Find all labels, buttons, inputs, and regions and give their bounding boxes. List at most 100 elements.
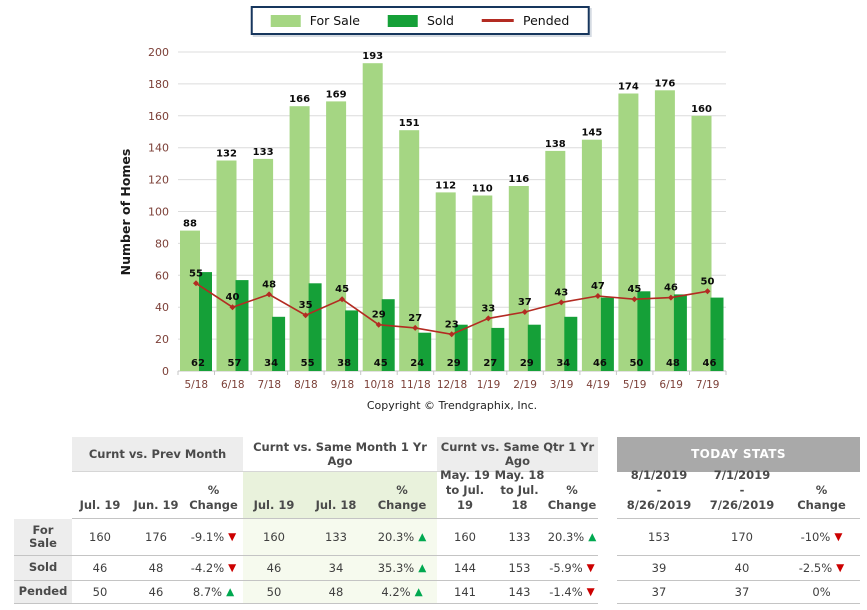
table-cell: 133 (305, 519, 367, 556)
svg-text:138: 138 (545, 139, 566, 150)
svg-text:132: 132 (216, 149, 237, 160)
svg-text:50: 50 (701, 276, 715, 287)
svg-text:45: 45 (335, 284, 349, 295)
table-gap (598, 581, 617, 604)
table-cell: 153 (617, 519, 701, 556)
svg-text:7/19: 7/19 (696, 379, 720, 391)
svg-text:35: 35 (299, 300, 313, 311)
table-cell: 153 (493, 556, 546, 581)
svg-text:40: 40 (155, 301, 169, 314)
svg-text:169: 169 (326, 89, 347, 100)
table-cell: 50 (243, 581, 305, 604)
svg-text:180: 180 (148, 78, 169, 91)
change-cell: -1.4% (546, 581, 598, 604)
svg-text:3/19: 3/19 (550, 379, 574, 391)
svg-text:8/18: 8/18 (294, 379, 318, 391)
change-arrow-icon (587, 587, 595, 598)
legend-label-for-sale: For Sale (309, 13, 360, 28)
svg-text:29: 29 (372, 310, 386, 321)
change-cell: 20.3% (546, 519, 598, 556)
svg-text:46: 46 (593, 358, 607, 369)
svg-text:48: 48 (666, 358, 680, 369)
svg-text:193: 193 (362, 51, 383, 62)
svg-text:176: 176 (654, 78, 675, 89)
column-header: % Change (184, 472, 243, 519)
svg-text:27: 27 (408, 313, 422, 324)
legend-item-for-sale: For Sale (270, 13, 360, 28)
table-cell: 160 (72, 519, 128, 556)
svg-text:5/18: 5/18 (185, 379, 209, 391)
svg-text:20: 20 (155, 333, 169, 346)
svg-text:48: 48 (262, 279, 276, 290)
table-cell: 176 (128, 519, 184, 556)
change-arrow-icon (228, 563, 236, 574)
svg-text:174: 174 (618, 82, 639, 93)
svg-text:60: 60 (155, 269, 169, 282)
svg-text:133: 133 (253, 147, 274, 158)
sold-bars (199, 272, 724, 372)
change-cell: 8.7% (184, 581, 243, 604)
change-cell: 0% (783, 581, 860, 604)
svg-text:151: 151 (399, 118, 420, 129)
svg-text:46: 46 (703, 358, 717, 369)
table-gap (598, 556, 617, 581)
svg-text:62: 62 (191, 358, 205, 369)
svg-text:55: 55 (301, 358, 315, 369)
svg-text:34: 34 (556, 358, 570, 369)
table-cell: 40 (701, 556, 783, 581)
svg-text:140: 140 (148, 142, 169, 155)
column-header: 7/1/2019 - 7/26/2019 (701, 468, 783, 519)
svg-text:110: 110 (472, 184, 493, 195)
pended-value-labels: 55 40 48 35 45 29 27 23 33 37 43 47 45 46 50 (189, 268, 714, 330)
column-header: 8/1/2019 - 8/26/2019 (617, 468, 701, 519)
table-cell: 141 (437, 581, 493, 604)
svg-text:24: 24 (410, 358, 424, 369)
table-cell: 48 (128, 556, 184, 581)
pended-line-icon (482, 19, 514, 22)
table-corner-spacer (14, 437, 72, 472)
change-arrow-icon (588, 532, 596, 543)
table-cell: 160 (243, 519, 305, 556)
column-header: Jul. 19 (72, 472, 128, 519)
table-cell: 37 (701, 581, 783, 604)
change-cell: 4.2% (367, 581, 437, 604)
svg-text:160: 160 (148, 110, 169, 123)
column-header: May. 18 to Jul. 18 (493, 468, 546, 519)
row-label-sold: Sold (14, 556, 72, 581)
change-cell: -9.1% (184, 519, 243, 556)
svg-text:33: 33 (481, 303, 495, 314)
table-cell: 39 (617, 556, 701, 581)
table-gap (598, 519, 617, 556)
change-cell: -5.9% (546, 556, 598, 581)
column-header: May. 19 to Jul. 19 (437, 468, 493, 519)
svg-text:38: 38 (337, 358, 351, 369)
svg-text:1/19: 1/19 (477, 379, 501, 391)
column-header: Jun. 19 (128, 472, 184, 519)
change-cell: -10% (783, 519, 860, 556)
change-cell: 20.3% (367, 519, 437, 556)
svg-text:27: 27 (483, 358, 497, 369)
change-arrow-icon (418, 563, 426, 574)
column-header: % Change (783, 472, 860, 519)
x-axis-labels: 5/18 6/18 7/18 8/18 9/18 10/18 11/18 12/18 1/19 2… (185, 379, 720, 391)
column-header: % Change (546, 472, 598, 519)
table-cell: 160 (437, 519, 493, 556)
for-sale-value-labels: 88 132 133 166 169 193 151 112 110 116 138 145 174 17… (183, 51, 712, 229)
change-arrow-icon (228, 532, 236, 543)
svg-text:4/19: 4/19 (586, 379, 610, 391)
for-sale-bars (180, 63, 712, 372)
row-label-pended: Pended (14, 581, 72, 604)
svg-text:45: 45 (374, 358, 388, 369)
chart-legend: For Sale Sold Pended (250, 6, 590, 35)
svg-text:45: 45 (627, 284, 641, 295)
svg-text:11/18: 11/18 (400, 379, 430, 391)
change-arrow-icon (587, 563, 595, 574)
sold-value-labels: 62 57 34 55 38 45 24 29 27 29 34 46 50 48 46 (191, 358, 716, 369)
group-title-same-qtr: Curnt vs. Same Qtr 1 Yr Ago (437, 437, 598, 472)
table-cell: 37 (617, 581, 701, 604)
table-cell: 46 (72, 556, 128, 581)
column-header: Jul. 19 (243, 472, 305, 519)
x-axis-ticks (177, 371, 727, 375)
svg-text:200: 200 (148, 46, 169, 59)
